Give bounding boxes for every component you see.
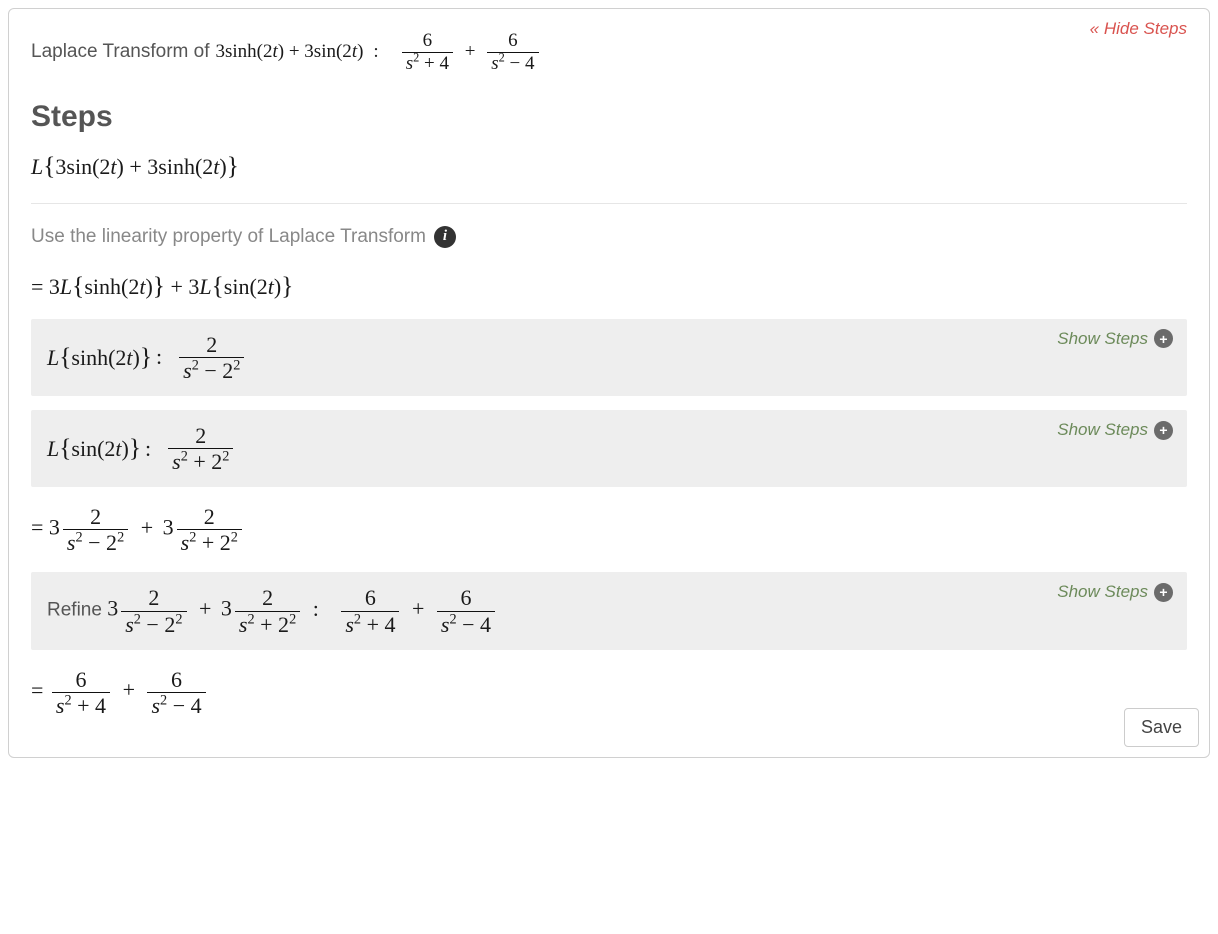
show-steps-link[interactable]: Show Steps +	[1057, 329, 1173, 349]
steps-heading: Steps	[31, 100, 1187, 134]
refine-expr: Refine 32s2 − 22 + 32s2 + 22 : 6s2 + 4 +…	[47, 586, 498, 635]
show-steps-link[interactable]: Show Steps +	[1057, 420, 1173, 440]
substep-sinh-rhs: 2s2 − 22	[176, 333, 247, 382]
substep-refine: Refine 32s2 − 22 + 32s2 + 22 : 6s2 + 4 +…	[31, 572, 1187, 649]
main-expression: L{3sin(2t) + 3sinh(2t)}	[31, 152, 1187, 181]
show-steps-label: Show Steps	[1057, 420, 1148, 440]
title-expression: 3sinh(2t) + 3sin(2t)	[215, 41, 363, 63]
problem-title: Laplace Transform of 3sinh(2t) + 3sin(2t…	[31, 31, 1187, 74]
title-result: 6s2 + 4 + 6s2 − 4	[399, 31, 542, 74]
linearity-hint: Use the linearity property of Laplace Tr…	[31, 226, 1187, 248]
final-expression: = 6s2 + 4 + 6s2 − 4	[31, 664, 1187, 721]
solution-panel: Hide Steps Laplace Transform of 3sinh(2t…	[8, 8, 1210, 758]
linearity-expression: = 3L{sinh(2t)} + 3L{sin(2t)}	[31, 268, 1187, 305]
substep-sin: L{sin(2t)} : 2s2 + 22 Show Steps +	[31, 410, 1187, 487]
save-button[interactable]: Save	[1124, 708, 1199, 747]
hint-text: Use the linearity property of Laplace Tr…	[31, 226, 426, 248]
plus-icon: +	[1154, 421, 1173, 440]
title-prefix: Laplace Transform of	[31, 41, 209, 63]
substep-sinh-lhs: L{sinh(2t)}	[47, 343, 152, 372]
info-icon[interactable]: i	[434, 226, 456, 248]
plus-icon: +	[1154, 329, 1173, 348]
hide-steps-link[interactable]: Hide Steps	[1090, 19, 1187, 39]
show-steps-label: Show Steps	[1057, 329, 1148, 349]
substep-sin-rhs: 2s2 + 22	[165, 424, 236, 473]
combine-expression: = 32s2 − 22 + 32s2 + 22	[31, 501, 1187, 558]
substep-sin-lhs: L{sin(2t)}	[47, 434, 141, 463]
divider	[31, 203, 1187, 204]
show-steps-link[interactable]: Show Steps +	[1057, 582, 1173, 602]
substep-sinh: L{sinh(2t)} : 2s2 − 22 Show Steps +	[31, 319, 1187, 396]
title-colon: :	[369, 41, 392, 63]
plus-icon: +	[1154, 583, 1173, 602]
show-steps-label: Show Steps	[1057, 582, 1148, 602]
